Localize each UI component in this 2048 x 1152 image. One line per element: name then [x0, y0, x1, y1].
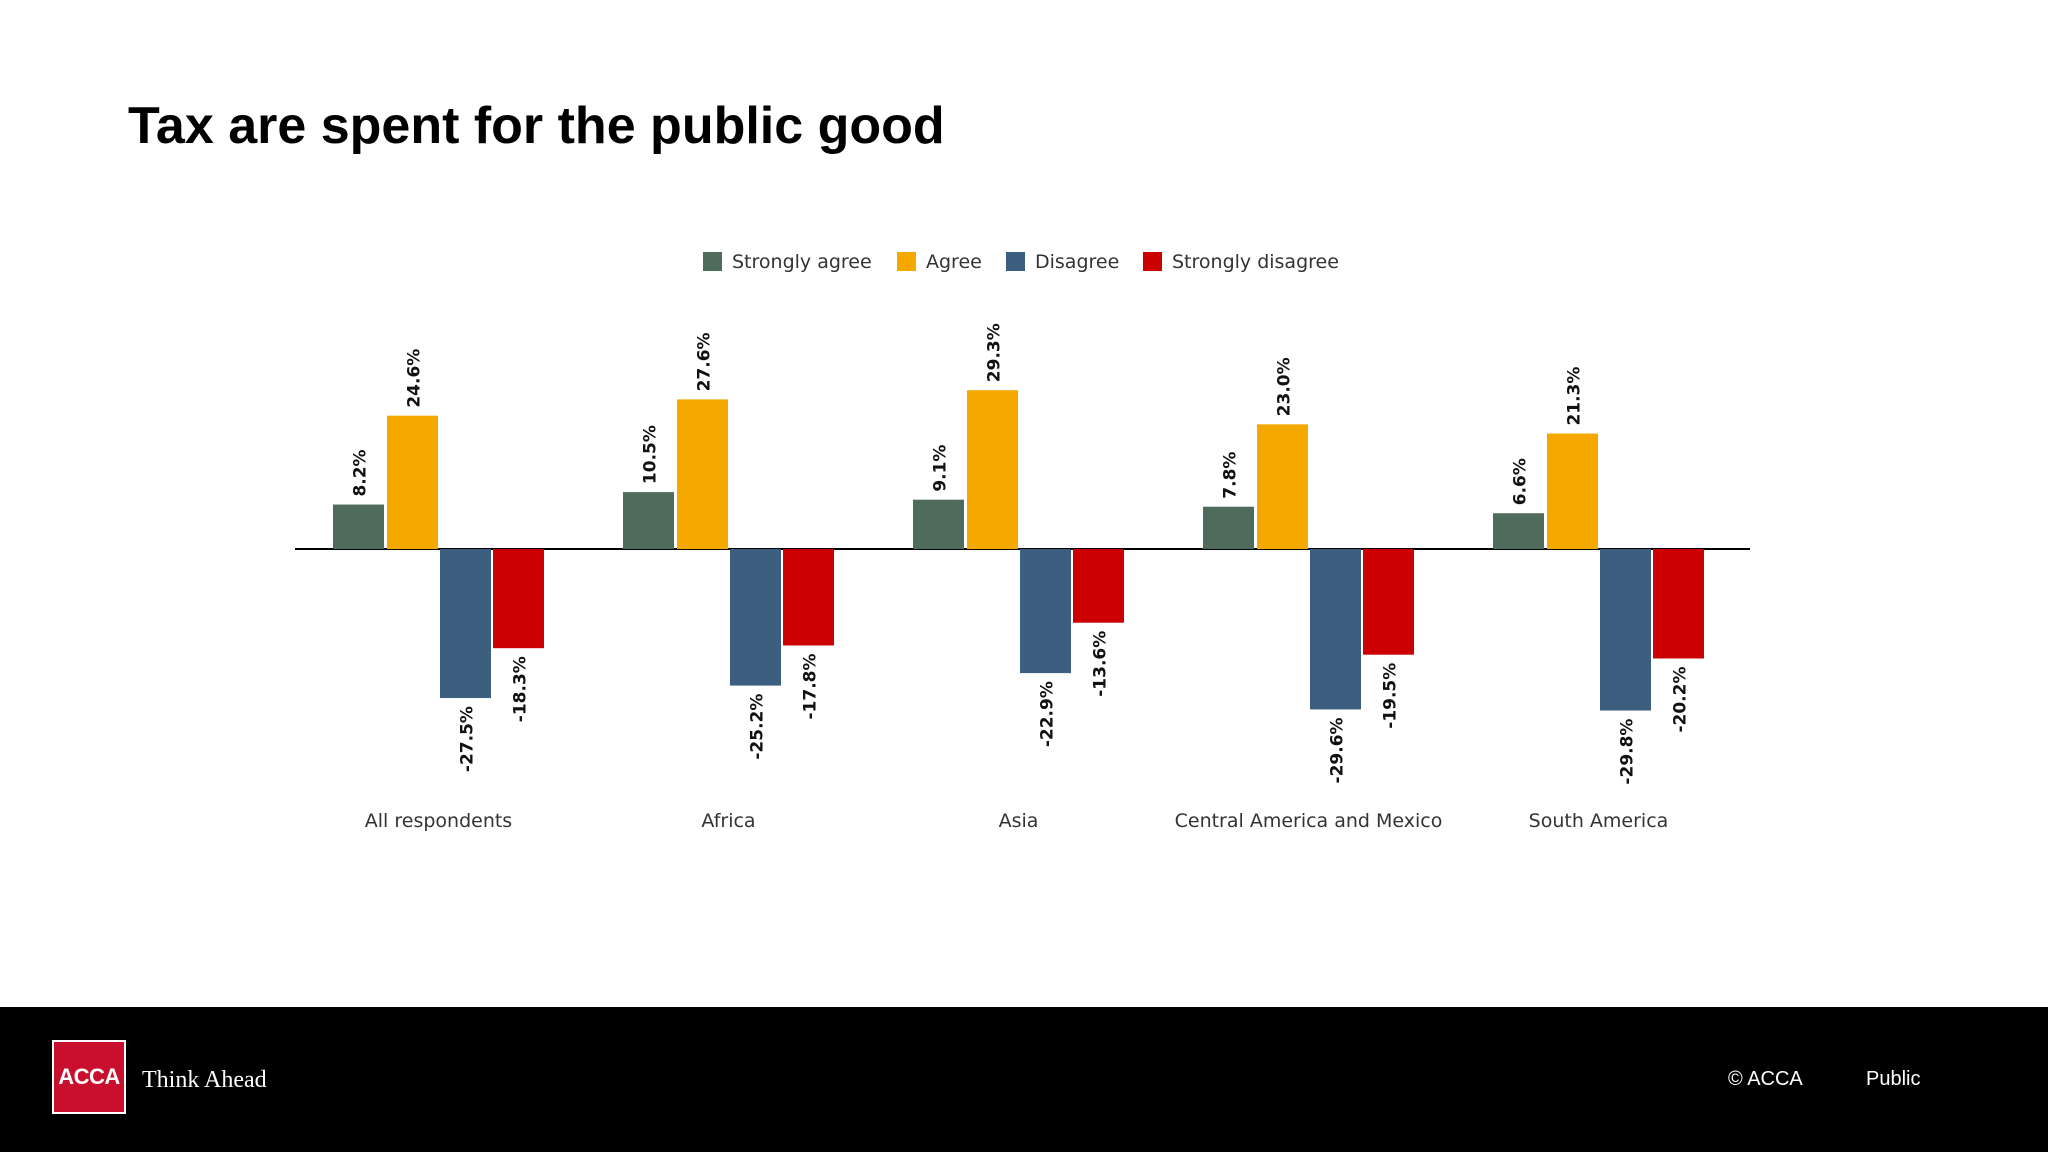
copyright-text: © ACCA: [1728, 1068, 1803, 1090]
data-label: 23.0%: [1275, 357, 1295, 416]
data-label: 29.3%: [985, 323, 1005, 382]
bar-chart: 8.2% 24.6% -27.5% -18.3% All respondents 10.5…: [295, 251, 1750, 832]
bar-strongly-disagree: [783, 549, 834, 646]
footer: ACCA Think Ahead © ACCA Public: [0, 1007, 2048, 1152]
legend-label: Disagree: [1035, 251, 1119, 273]
data-label: -18.3%: [511, 656, 531, 722]
data-label: -27.5%: [458, 706, 478, 772]
bar-agree: [1257, 424, 1308, 549]
bar-strongly-agree: [623, 492, 674, 549]
bar-strongly-disagree: [1653, 549, 1704, 659]
bar-disagree: [1020, 549, 1071, 674]
data-label: -29.8%: [1618, 719, 1638, 785]
category-label: Central America and Mexico: [1175, 810, 1443, 832]
bar-strongly-disagree: [493, 549, 544, 649]
bar-disagree: [730, 549, 781, 686]
category-label: Asia: [999, 810, 1039, 832]
category-label: Africa: [701, 810, 755, 832]
data-label: 27.6%: [695, 332, 715, 391]
bar-agree: [387, 415, 438, 549]
legend-swatch-agree: [897, 252, 916, 271]
data-label: 8.2%: [351, 449, 371, 496]
data-label: -22.9%: [1038, 681, 1058, 747]
bar-strongly-agree: [1493, 513, 1544, 549]
category-label: South America: [1529, 810, 1669, 832]
classification-label: Public: [1866, 1068, 1921, 1090]
data-label: -17.8%: [801, 653, 821, 719]
tagline: Think Ahead: [142, 1067, 267, 1093]
data-label: -13.6%: [1091, 631, 1111, 697]
bar-disagree: [1310, 549, 1361, 710]
data-label: 7.8%: [1221, 452, 1241, 499]
data-label: 24.6%: [405, 349, 425, 408]
bar-strongly-agree: [1203, 506, 1254, 549]
data-label: -25.2%: [748, 694, 768, 760]
data-label: 9.1%: [931, 445, 951, 492]
bar-agree: [1547, 433, 1598, 549]
acca-logo: ACCA: [52, 1040, 126, 1114]
category-label: All respondents: [365, 810, 512, 832]
bar-disagree: [1600, 549, 1651, 711]
data-label: -29.6%: [1328, 717, 1348, 783]
legend-swatch-strongly-agree: [703, 252, 722, 271]
data-label: 6.6%: [1511, 458, 1531, 505]
legend-swatch-strongly-disagree: [1143, 252, 1162, 271]
bar-strongly-disagree: [1073, 549, 1124, 623]
bar-agree: [677, 399, 728, 549]
bar-strongly-agree: [913, 499, 964, 549]
legend-swatch-disagree: [1006, 252, 1025, 271]
bar-strongly-disagree: [1363, 549, 1414, 655]
bar-agree: [967, 390, 1018, 549]
data-label: 10.5%: [641, 425, 661, 484]
bar-disagree: [440, 549, 491, 699]
legend-label: Strongly disagree: [1172, 251, 1339, 273]
legend-label: Agree: [926, 251, 982, 273]
data-label: 21.3%: [1565, 367, 1585, 426]
legend-label: Strongly agree: [732, 251, 872, 273]
slide-title: Tax are spent for the public good: [128, 97, 945, 155]
data-label: -20.2%: [1671, 666, 1691, 732]
data-label: -19.5%: [1381, 663, 1401, 729]
bar-strongly-agree: [333, 504, 384, 549]
